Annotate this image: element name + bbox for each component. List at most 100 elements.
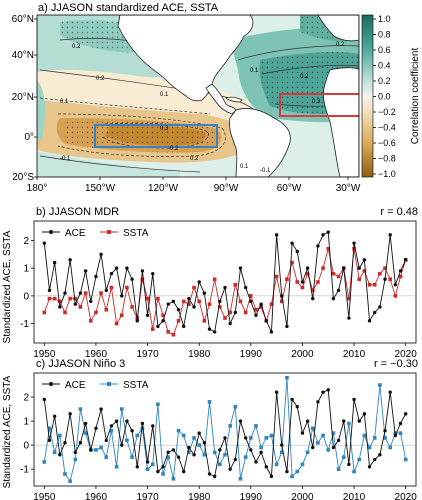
point-ssta xyxy=(125,438,129,443)
colorbar-tick-label: −0.8 xyxy=(378,154,396,164)
lat-label: 40°N xyxy=(12,50,34,61)
point-ssta xyxy=(295,469,300,474)
contour-label: 0.2 xyxy=(190,156,199,162)
point-ssta xyxy=(243,455,248,459)
point-ssta xyxy=(259,445,263,450)
point-ace xyxy=(295,249,299,254)
x-tick-label: 1960 xyxy=(85,492,108,500)
point-ace xyxy=(99,252,103,256)
point-ace xyxy=(207,327,212,331)
y-tick-label: 0 xyxy=(23,441,29,452)
point-ace xyxy=(202,441,207,445)
point-ssta xyxy=(326,246,331,251)
point-ssta xyxy=(78,305,83,309)
point-ace xyxy=(151,424,155,428)
point-ssta xyxy=(47,296,52,301)
point-ssta xyxy=(192,436,196,440)
mdr-box xyxy=(279,93,359,117)
point-ssta xyxy=(150,462,155,467)
point-ssta xyxy=(269,302,274,306)
point-ssta xyxy=(73,457,78,462)
point-ace xyxy=(161,319,165,323)
contour-labels: 0.2 0.2 0.1 0.1 0.3 -0.2 0.2 -0.1 0.1 -0… xyxy=(60,42,345,174)
point-ssta xyxy=(83,291,88,295)
contour-label: 0.1 xyxy=(240,164,249,170)
point-ace xyxy=(398,421,403,426)
point-ace xyxy=(156,324,160,329)
contour-label: -0.1 xyxy=(60,156,71,162)
point-ace xyxy=(47,438,52,443)
point-ace xyxy=(243,285,248,290)
point-ssta xyxy=(166,455,171,459)
point-ace xyxy=(398,269,403,273)
point-ace xyxy=(336,438,341,443)
x-tick-label: 1980 xyxy=(188,349,211,360)
point-ace xyxy=(145,313,150,317)
point-ssta xyxy=(58,299,62,304)
point-ssta xyxy=(58,433,62,438)
point-ace xyxy=(125,419,129,423)
point-ssta xyxy=(130,455,134,459)
series-line-ssta xyxy=(43,248,407,336)
x-tick-label: 1990 xyxy=(240,492,263,500)
point-ssta xyxy=(145,467,150,471)
point-ace xyxy=(342,419,346,423)
point-ace xyxy=(104,288,108,293)
point-ssta xyxy=(130,305,134,309)
lon-label: 60°W xyxy=(277,183,302,194)
point-ssta xyxy=(378,271,382,276)
point-ace xyxy=(362,412,367,416)
point-ssta xyxy=(104,307,109,312)
point-ssta xyxy=(52,450,57,455)
point-ace xyxy=(176,308,181,312)
colorbar-label: Correlation coefficient xyxy=(410,48,421,145)
point-ace xyxy=(331,445,336,450)
point-ace xyxy=(347,462,351,467)
point-ace xyxy=(78,291,83,295)
point-ssta xyxy=(52,296,57,301)
point-ace xyxy=(367,465,372,469)
point-ace xyxy=(42,397,47,402)
point-ssta xyxy=(274,274,279,279)
panel-c-correlation: r = −0.30 xyxy=(374,358,418,370)
point-ace xyxy=(52,414,57,418)
point-ace xyxy=(140,269,145,273)
point-ssta xyxy=(300,285,305,290)
colorbar-tick-label: 0.6 xyxy=(378,45,391,55)
point-ace xyxy=(326,388,330,392)
colorbar-tick-label: 0.4 xyxy=(378,61,391,71)
colorbar-tick-label: 1.0 xyxy=(378,14,391,24)
point-ssta xyxy=(290,260,294,265)
point-ssta xyxy=(187,302,191,306)
point-ace xyxy=(171,448,176,452)
point-ace xyxy=(89,299,93,304)
point-ssta xyxy=(181,299,186,304)
point-ssta xyxy=(321,266,325,270)
point-ace xyxy=(166,302,170,306)
point-ace xyxy=(300,431,305,435)
lat-label: 20°N xyxy=(12,92,34,103)
point-ace xyxy=(378,305,382,309)
point-ace xyxy=(290,241,294,245)
point-ace xyxy=(207,472,212,476)
point-ssta xyxy=(341,455,346,459)
panel-c-title: c) JJASON Niño 3 xyxy=(36,358,125,370)
legend-ace-label: ACE xyxy=(65,380,86,391)
point-ace xyxy=(264,319,268,323)
panel-b-plot: -1 0 1 2 1950 1960 1970 1980 1990 2000 2010 2020 ACE… xyxy=(20,220,417,360)
point-ace xyxy=(321,390,325,394)
africa-land xyxy=(323,67,359,177)
point-ace xyxy=(269,330,274,334)
point-ace xyxy=(305,419,310,423)
point-ssta xyxy=(42,310,47,315)
point-ace xyxy=(161,465,165,469)
point-ssta xyxy=(238,476,243,481)
point-ssta xyxy=(125,285,129,290)
point-ssta xyxy=(388,277,392,282)
point-ssta xyxy=(331,271,336,276)
point-ssta xyxy=(367,282,372,287)
panel-b-title: b) JJASON MDR xyxy=(36,206,119,218)
point-ace xyxy=(393,433,398,438)
colorbar-tick-label: −1.0 xyxy=(378,169,396,179)
point-ace xyxy=(151,271,155,276)
